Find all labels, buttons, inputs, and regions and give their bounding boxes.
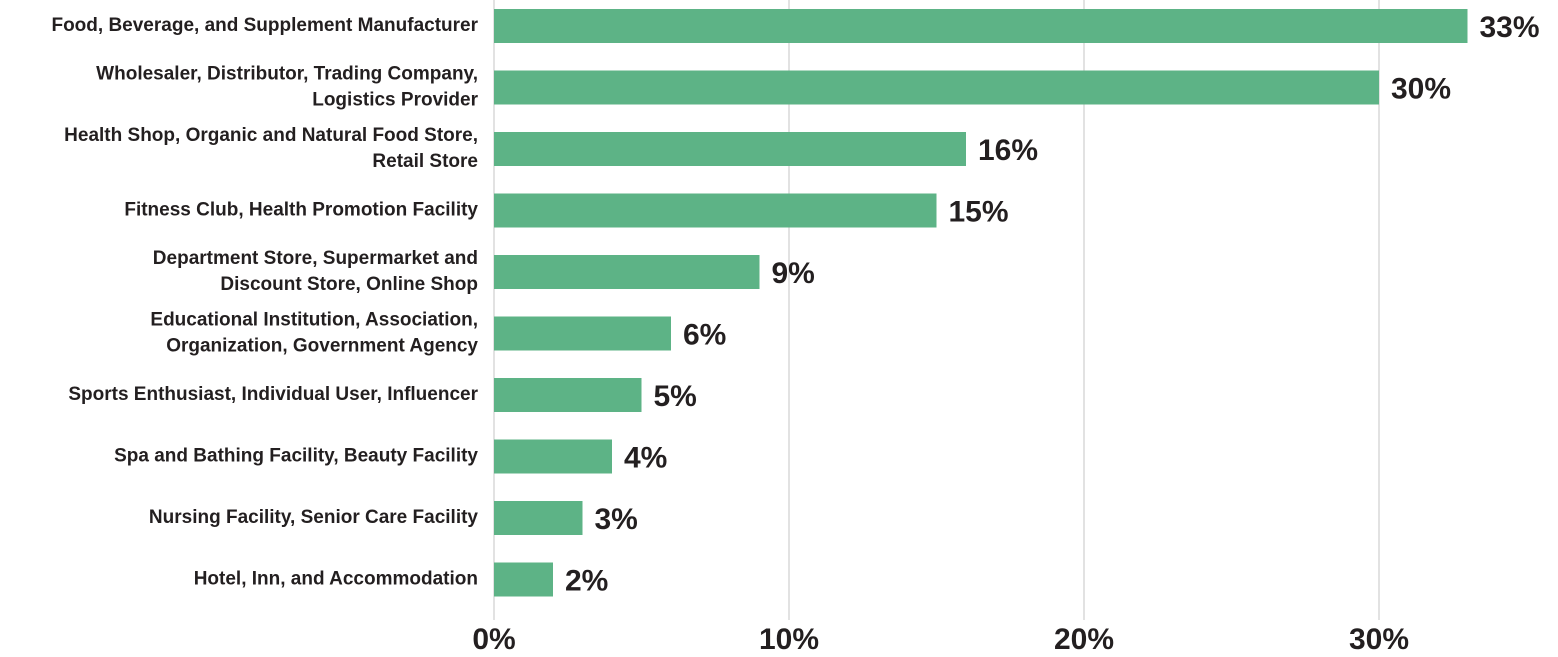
category-label: Fitness Club, Health Promotion Facility	[124, 200, 478, 221]
value-label: 9%	[772, 257, 815, 290]
value-label: 15%	[949, 195, 1009, 228]
x-tick-label: 10%	[759, 623, 819, 656]
category-label: Wholesaler, Distributor, Trading Company…	[96, 64, 478, 85]
category-label: Organization, Government Agency	[166, 336, 478, 357]
bar	[494, 70, 1379, 105]
x-tick-label: 0%	[472, 623, 515, 656]
category-label: Department Store, Supermarket and	[153, 248, 478, 269]
category-label: Health Shop, Organic and Natural Food St…	[64, 125, 478, 146]
value-label: 3%	[595, 503, 638, 536]
x-tick-label: 20%	[1054, 623, 1114, 656]
bar	[494, 193, 937, 228]
value-label: 33%	[1480, 11, 1540, 44]
bar	[494, 501, 583, 535]
bar	[494, 439, 612, 474]
bar	[494, 378, 642, 412]
category-label: Food, Beverage, and Supplement Manufactu…	[51, 15, 478, 36]
category-label: Logistics Provider	[312, 90, 478, 111]
category-label: Nursing Facility, Senior Care Facility	[149, 507, 479, 528]
value-label: 4%	[624, 441, 667, 474]
value-label: 30%	[1391, 72, 1451, 105]
value-label: 6%	[683, 318, 726, 351]
category-label: Retail Store	[372, 151, 478, 172]
bar	[494, 132, 966, 166]
bar	[494, 562, 553, 597]
value-label: 5%	[654, 380, 697, 413]
x-tick-label: 30%	[1349, 623, 1409, 656]
bar	[494, 9, 1468, 43]
value-label: 2%	[565, 564, 608, 597]
category-label: Educational Institution, Association,	[150, 310, 478, 331]
value-label: 16%	[978, 134, 1038, 167]
category-label: Discount Store, Online Shop	[220, 274, 478, 295]
category-label: Hotel, Inn, and Accommodation	[194, 569, 478, 590]
bar	[494, 316, 671, 351]
category-label: Spa and Bathing Facility, Beauty Facilit…	[114, 446, 478, 467]
bar	[494, 255, 760, 289]
category-label: Sports Enthusiast, Individual User, Infl…	[68, 384, 478, 405]
